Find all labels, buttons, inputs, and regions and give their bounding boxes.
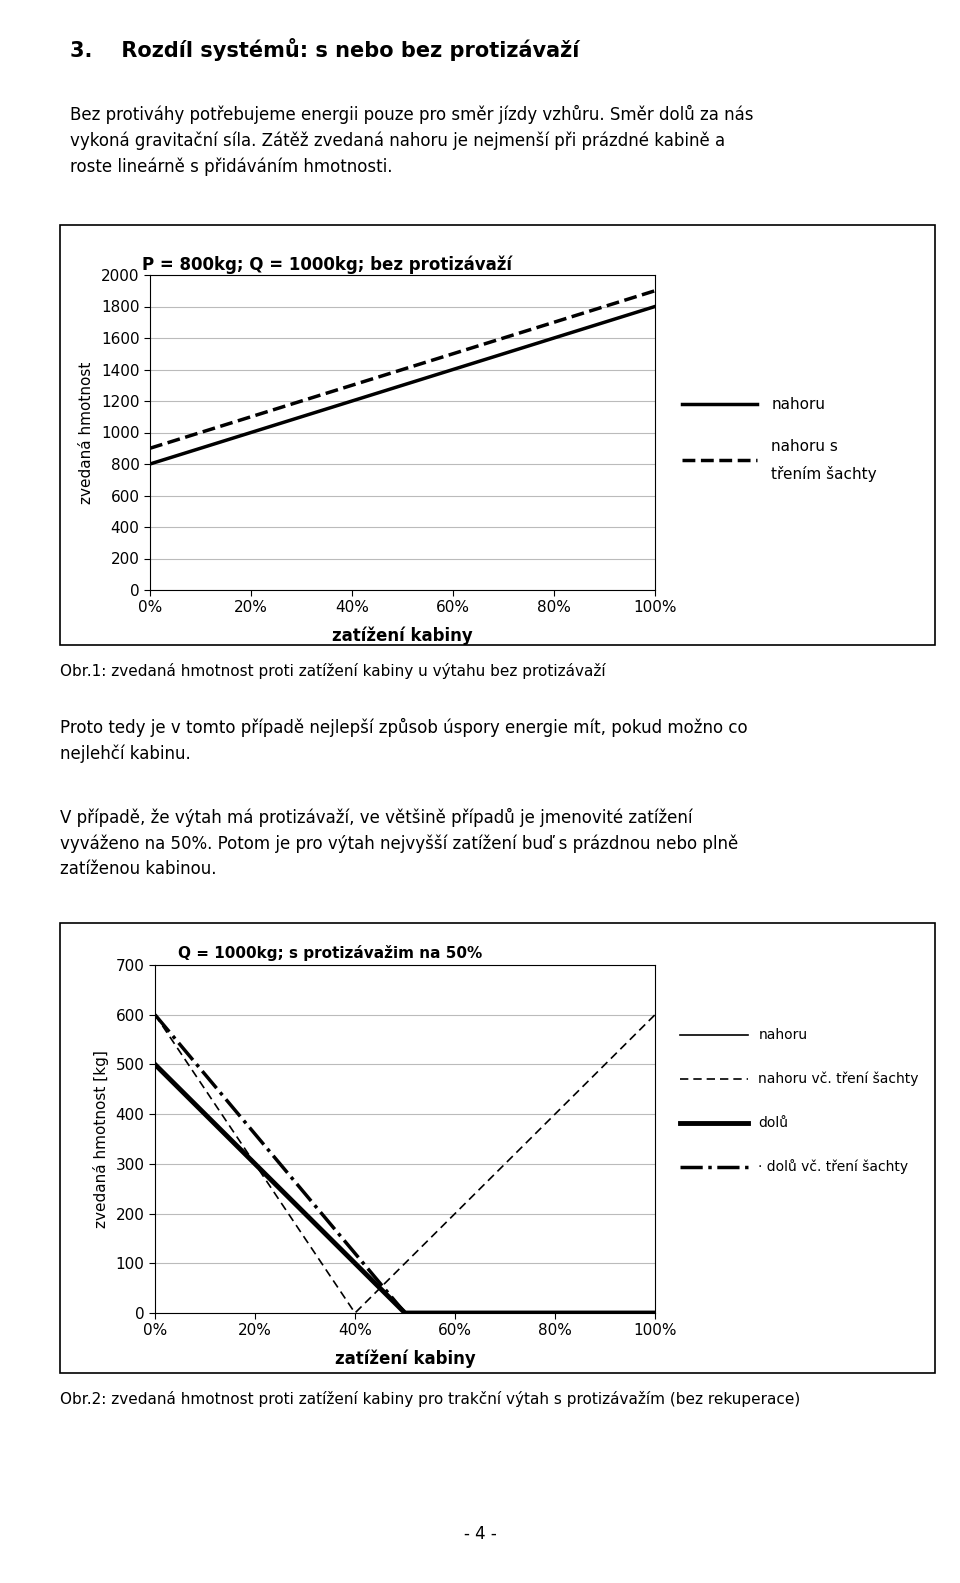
Text: nahoru vč. tření šachty: nahoru vč. tření šachty: [758, 1072, 919, 1086]
X-axis label: zatížení kabiny: zatížení kabiny: [332, 627, 473, 644]
Text: Obr.1: zvedaná hmotnost proti zatížení kabiny u výtahu bez protizávaží: Obr.1: zvedaná hmotnost proti zatížení k…: [60, 663, 606, 679]
Text: · dolů vč. tření šachty: · dolů vč. tření šachty: [758, 1159, 908, 1175]
Bar: [60, 225, 935, 644]
Text: V případě, že výtah má protizávaží, ve většině případů je jmenovité zatížení
vyv: V případě, že výtah má protizávaží, ve v…: [60, 807, 738, 879]
Y-axis label: zvedaná hmotnost: zvedaná hmotnost: [79, 361, 94, 503]
Text: nahoru: nahoru: [771, 397, 826, 412]
X-axis label: zatížení kabiny: zatížení kabiny: [335, 1350, 475, 1368]
Text: P = 800kg; Q = 1000kg; bez protizávaží: P = 800kg; Q = 1000kg; bez protizávaží: [142, 255, 512, 274]
Text: Proto tedy je v tomto případě nejlepší způsob úspory energie mít, pokud možno co: Proto tedy je v tomto případě nejlepší z…: [60, 719, 748, 763]
Text: nahoru: nahoru: [758, 1027, 807, 1042]
Text: Bez protiváhy potřebujeme energii pouze pro směr jízdy vzhůru. Směr dolů za nás
: Bez protiváhy potřebujeme energii pouze …: [70, 104, 754, 176]
Text: Q = 1000kg; s protizávažim na 50%: Q = 1000kg; s protizávažim na 50%: [178, 945, 482, 961]
Text: Obr.2: zvedaná hmotnost proti zatížení kabiny pro trakční výtah s protizávažím (: Obr.2: zvedaná hmotnost proti zatížení k…: [60, 1391, 801, 1407]
Text: nahoru s: nahoru s: [771, 438, 838, 454]
Bar: [60, 923, 935, 1372]
Y-axis label: zvedaná hmotnost [kg]: zvedaná hmotnost [kg]: [92, 1050, 108, 1228]
Text: 3.    Rozdíl systémů: s nebo bez protizávaží: 3. Rozdíl systémů: s nebo bez protizávaž…: [70, 38, 580, 62]
Text: dolů: dolů: [758, 1116, 788, 1130]
Text: - 4 -: - 4 -: [464, 1526, 496, 1543]
Text: třením šachty: třením šachty: [771, 467, 876, 483]
